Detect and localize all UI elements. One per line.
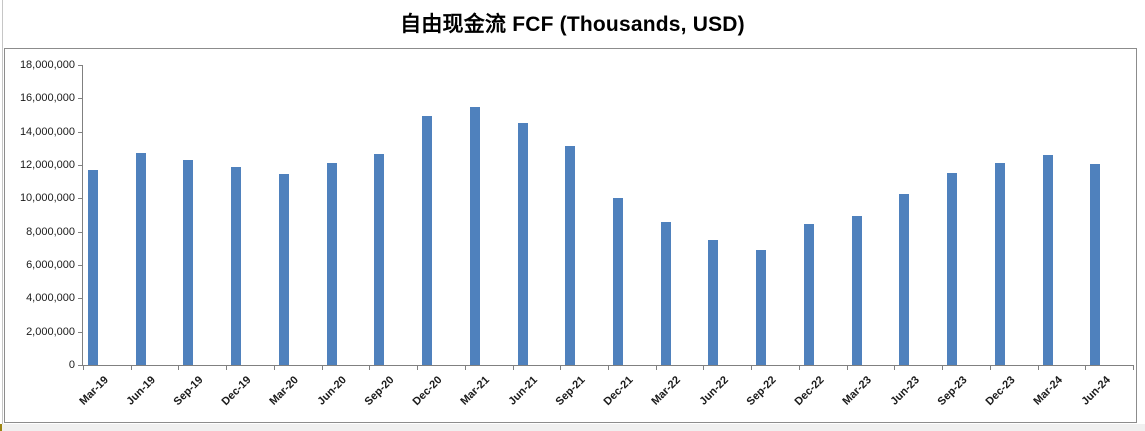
y-axis-tick-mark [78, 231, 83, 233]
x-axis-tick-label: Mar-20 [267, 374, 302, 408]
bar-Dec-23[interactable] [994, 163, 1005, 365]
bar-Jun-24[interactable] [1090, 164, 1101, 365]
bar-Mar-24[interactable] [1042, 155, 1053, 365]
y-axis-tick-label: 10,000,000 [19, 192, 75, 205]
bar-Sep-19[interactable] [183, 160, 194, 365]
bar-Dec-20[interactable] [422, 115, 433, 365]
x-axis-tick-mark [703, 366, 705, 370]
x-axis-tick-label: Sep-20 [362, 374, 397, 408]
x-axis-tick-mark [1085, 366, 1087, 370]
x-axis-tick-mark [512, 366, 514, 370]
y-axis-tick-label: 16,000,000 [19, 92, 75, 105]
x-axis-tick-label: Jun-22 [697, 374, 731, 408]
bar-Dec-19[interactable] [231, 166, 242, 365]
x-axis-tick-label: Mar-22 [649, 374, 684, 408]
bar-Sep-22[interactable] [756, 250, 767, 365]
bar-Jun-20[interactable] [326, 163, 337, 365]
y-axis-tick-label: 2,000,000 [26, 325, 75, 338]
x-axis-tick-label: Jun-21 [506, 374, 541, 408]
chart-object-frame[interactable]: 0 2,000,000 4,000,000 6,000,000 8,000,000 10,… [4, 48, 1137, 423]
x-axis-tick-label: Dec-20 [410, 374, 445, 408]
y-axis-tick-label: 4,000,000 [26, 292, 75, 305]
x-axis-tick-label: Dec-19 [219, 374, 254, 408]
x-axis-tick-mark [560, 366, 562, 370]
spreadsheet-column-gridline [2, 0, 3, 424]
y-axis-tick-mark [78, 65, 83, 66]
x-axis-tick-mark [798, 366, 800, 370]
bar-Mar-22[interactable] [660, 221, 671, 365]
x-axis-tick-label: Dec-23 [983, 374, 1018, 408]
bar-Sep-23[interactable] [947, 173, 958, 365]
bar-Jun-19[interactable] [135, 153, 146, 365]
status-bar-strip [0, 424, 1145, 431]
x-axis-tick-mark [655, 366, 657, 370]
y-axis-tick-label: 14,000,000 [19, 125, 75, 138]
x-axis-tick-label: Jun-23 [888, 374, 922, 408]
bar-Mar-23[interactable] [851, 215, 862, 365]
x-axis-tick-mark [417, 366, 419, 370]
bar-Jun-23[interactable] [899, 194, 910, 365]
x-axis-tick-mark [894, 366, 896, 370]
y-axis-tick-label: 8,000,000 [26, 225, 75, 238]
x-axis-tick-mark [273, 366, 275, 370]
bar-Jun-21[interactable] [517, 123, 528, 365]
y-axis-tick-mark [78, 198, 83, 200]
x-axis-tick-mark [846, 366, 848, 370]
x-axis-tick-mark [321, 366, 323, 370]
x-axis-tick-mark [751, 366, 753, 370]
x-axis-tick-label: Jun-19 [124, 374, 159, 408]
y-axis-tick-label: 0 [68, 359, 75, 371]
x-axis-tick-mark [942, 366, 944, 370]
y-axis-tick-label: 18,000,000 [19, 59, 75, 71]
bar-Mar-21[interactable] [469, 106, 480, 365]
x-axis-tick-mark [130, 366, 132, 370]
x-axis-tick-label: Mar-24 [1031, 374, 1066, 408]
y-axis-tick-mark [78, 265, 83, 266]
y-axis-tick-mark [78, 165, 83, 166]
chart-title: 自由现金流 FCF (Thousands, USD) [400, 13, 745, 36]
y-axis-tick-mark [78, 131, 83, 133]
bar-Jun-22[interactable] [708, 240, 719, 365]
x-axis-tick-mark [369, 366, 371, 370]
x-axis-tick-label: Mar-21 [458, 374, 493, 408]
x-axis-tick-mark [226, 366, 228, 370]
y-axis-tick-mark [78, 298, 83, 300]
bar-Sep-21[interactable] [565, 145, 576, 365]
x-axis-tick-label: Dec-21 [601, 374, 636, 408]
y-axis-tick-mark [78, 365, 83, 366]
x-axis-tick-mark [989, 366, 991, 370]
x-axis-tick-mark [178, 366, 180, 370]
y-axis-line [82, 65, 83, 366]
x-axis-tick-label: Mar-19 [76, 374, 111, 408]
x-axis-tick-mark [1133, 366, 1134, 370]
x-axis-tick-label: Sep-21 [553, 374, 588, 408]
y-axis-tick-mark [78, 331, 83, 333]
y-axis-tick-label: 6,000,000 [26, 259, 75, 271]
x-axis-tick-label: Jun-20 [315, 374, 350, 408]
sheet-edge-mark [0, 424, 2, 431]
x-axis-tick-mark [608, 366, 609, 370]
bar-Dec-22[interactable] [803, 224, 814, 365]
x-axis-tick-mark [1037, 366, 1039, 370]
plot-area[interactable] [83, 65, 1133, 365]
bar-Sep-20[interactable] [374, 154, 385, 365]
bar-Dec-21[interactable] [613, 198, 623, 365]
bar-Mar-20[interactable] [278, 174, 289, 365]
x-axis-tick-label: Mar-23 [840, 374, 875, 408]
bar-Mar-19[interactable] [88, 170, 98, 365]
x-axis-tick-label: Jun-24 [1079, 374, 1113, 408]
y-axis-tick-mark [78, 98, 83, 100]
x-axis-tick-mark [83, 366, 84, 370]
x-axis-tick-label: Sep-19 [171, 374, 206, 408]
x-axis-tick-label: Sep-23 [935, 374, 970, 408]
x-axis-tick-mark [464, 366, 466, 370]
y-axis-tick-label: 12,000,000 [19, 159, 75, 171]
x-axis-tick-label: Dec-22 [792, 374, 827, 408]
x-axis-line [82, 365, 1134, 366]
x-axis-tick-label: Sep-22 [744, 374, 779, 408]
